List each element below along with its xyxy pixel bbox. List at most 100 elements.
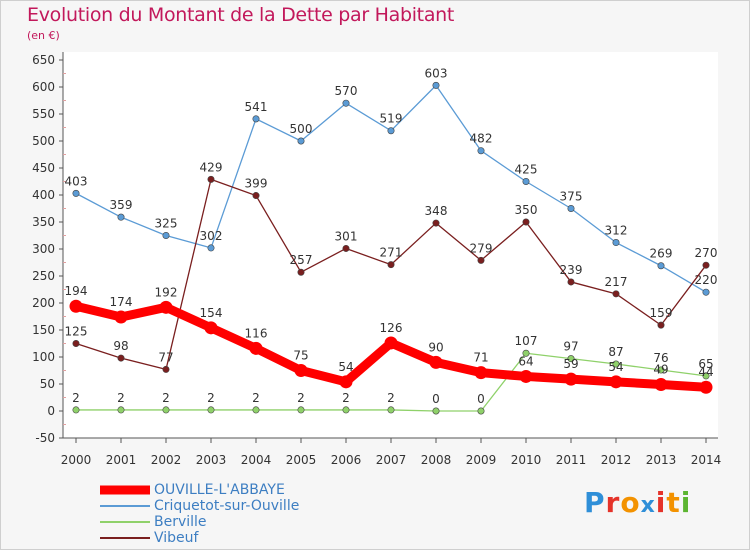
- data-point: [567, 205, 575, 213]
- data-point: [522, 218, 530, 226]
- x-tick-label: 2009: [466, 453, 497, 467]
- data-point: [609, 375, 623, 389]
- data-label: 0: [432, 392, 440, 406]
- data-point: [207, 406, 215, 414]
- data-label: 217: [605, 275, 628, 289]
- data-label: 269: [650, 247, 673, 261]
- data-point: [207, 175, 215, 183]
- data-label: 2: [252, 391, 260, 405]
- y-tick-label: 500: [32, 134, 55, 148]
- data-label: 325: [155, 217, 178, 231]
- data-point: [117, 354, 125, 362]
- proxiti-logo: Proxiti: [584, 486, 691, 519]
- data-label: 44: [698, 365, 713, 379]
- data-label: 270: [695, 246, 718, 260]
- data-label: 2: [342, 391, 350, 405]
- data-point: [657, 321, 665, 329]
- plot-area: [63, 52, 718, 438]
- data-point: [432, 81, 440, 89]
- legend-label: Berville: [154, 514, 207, 530]
- data-label: 541: [245, 100, 268, 114]
- y-tick-label: 150: [32, 323, 55, 337]
- legend-label: Vibeuf: [154, 530, 199, 546]
- data-point: [654, 378, 668, 392]
- data-label: 192: [155, 285, 178, 299]
- data-label: 603: [425, 66, 448, 80]
- data-label: 375: [560, 190, 583, 204]
- logo-letter: o: [620, 486, 641, 519]
- data-label: 97: [563, 340, 578, 354]
- data-label: 0: [477, 392, 485, 406]
- data-label: 348: [425, 204, 448, 218]
- x-tick-label: 2008: [421, 453, 452, 467]
- data-label: 239: [560, 263, 583, 277]
- logo-letter: t: [666, 486, 681, 519]
- x-tick-label: 2001: [106, 453, 137, 467]
- y-tick-label: 650: [32, 53, 55, 67]
- series-2: 2 2 2 2 2 2 2 2 0 0 107 97 87 76 65: [72, 334, 714, 415]
- data-label: 482: [470, 132, 493, 146]
- y-tick-label: 400: [32, 188, 55, 202]
- data-point: [162, 365, 170, 373]
- y-tick-label: -50: [35, 431, 55, 445]
- data-label: 2: [117, 391, 125, 405]
- x-tick-label: 2013: [646, 453, 677, 467]
- logo-letter: i: [655, 486, 667, 519]
- data-label: 220: [695, 273, 718, 287]
- data-label: 49: [653, 363, 668, 377]
- data-label: 107: [515, 334, 538, 348]
- data-label: 174: [110, 295, 133, 309]
- x-tick-label: 2010: [511, 453, 542, 467]
- data-point: [252, 406, 260, 414]
- data-label: 64: [518, 354, 533, 368]
- data-label: 312: [605, 224, 628, 238]
- data-point: [72, 339, 80, 347]
- chart-legend: OUVILLE-L'ABBAYE Criquetot-sur-Ouville Ber…: [100, 482, 360, 546]
- x-tick-label: 2005: [286, 453, 317, 467]
- data-point: [342, 244, 350, 252]
- data-point: [252, 115, 260, 123]
- data-label: 54: [338, 360, 353, 374]
- data-label: 359: [110, 198, 133, 212]
- legend-label: Criquetot-sur-Ouville: [154, 498, 300, 514]
- data-point: [612, 360, 620, 368]
- data-point: [477, 147, 485, 155]
- series-1: 403 359 325 302 541 500 570 519 603 482 425 375 312 2…: [65, 66, 718, 296]
- data-point: [564, 372, 578, 386]
- data-label: 2: [162, 391, 170, 405]
- data-point: [702, 288, 710, 296]
- data-point: [252, 192, 260, 200]
- unit-label: (en €): [27, 29, 60, 42]
- data-label: 75: [293, 349, 308, 363]
- data-point: [522, 349, 530, 357]
- data-point: [432, 407, 440, 415]
- data-label: 570: [335, 84, 358, 98]
- data-point: [519, 369, 533, 383]
- data-label: 500: [290, 122, 313, 136]
- data-point: [249, 341, 263, 355]
- data-point: [207, 244, 215, 252]
- data-label: 2: [297, 391, 305, 405]
- data-label: 76: [653, 351, 668, 365]
- data-label: 2: [72, 391, 80, 405]
- data-point: [387, 127, 395, 135]
- data-point: [342, 406, 350, 414]
- legend-swatch: [100, 537, 150, 539]
- y-tick-label: 350: [32, 215, 55, 229]
- data-point: [69, 299, 83, 313]
- data-point: [702, 372, 710, 380]
- legend-item: Criquetot-sur-Ouville: [100, 498, 360, 514]
- data-label: 2: [207, 391, 215, 405]
- x-tick-label: 2011: [556, 453, 587, 467]
- data-label: 302: [200, 229, 223, 243]
- y-tick-label: 250: [32, 269, 55, 283]
- y-tick-label: 50: [40, 377, 55, 391]
- data-point: [702, 261, 710, 269]
- data-label: 301: [335, 229, 358, 243]
- data-label: 425: [515, 163, 538, 177]
- y-tick-label: 450: [32, 161, 55, 175]
- data-point: [387, 406, 395, 414]
- data-label: 116: [245, 326, 268, 340]
- x-tick-label: 2014: [691, 453, 722, 467]
- data-label: 350: [515, 203, 538, 217]
